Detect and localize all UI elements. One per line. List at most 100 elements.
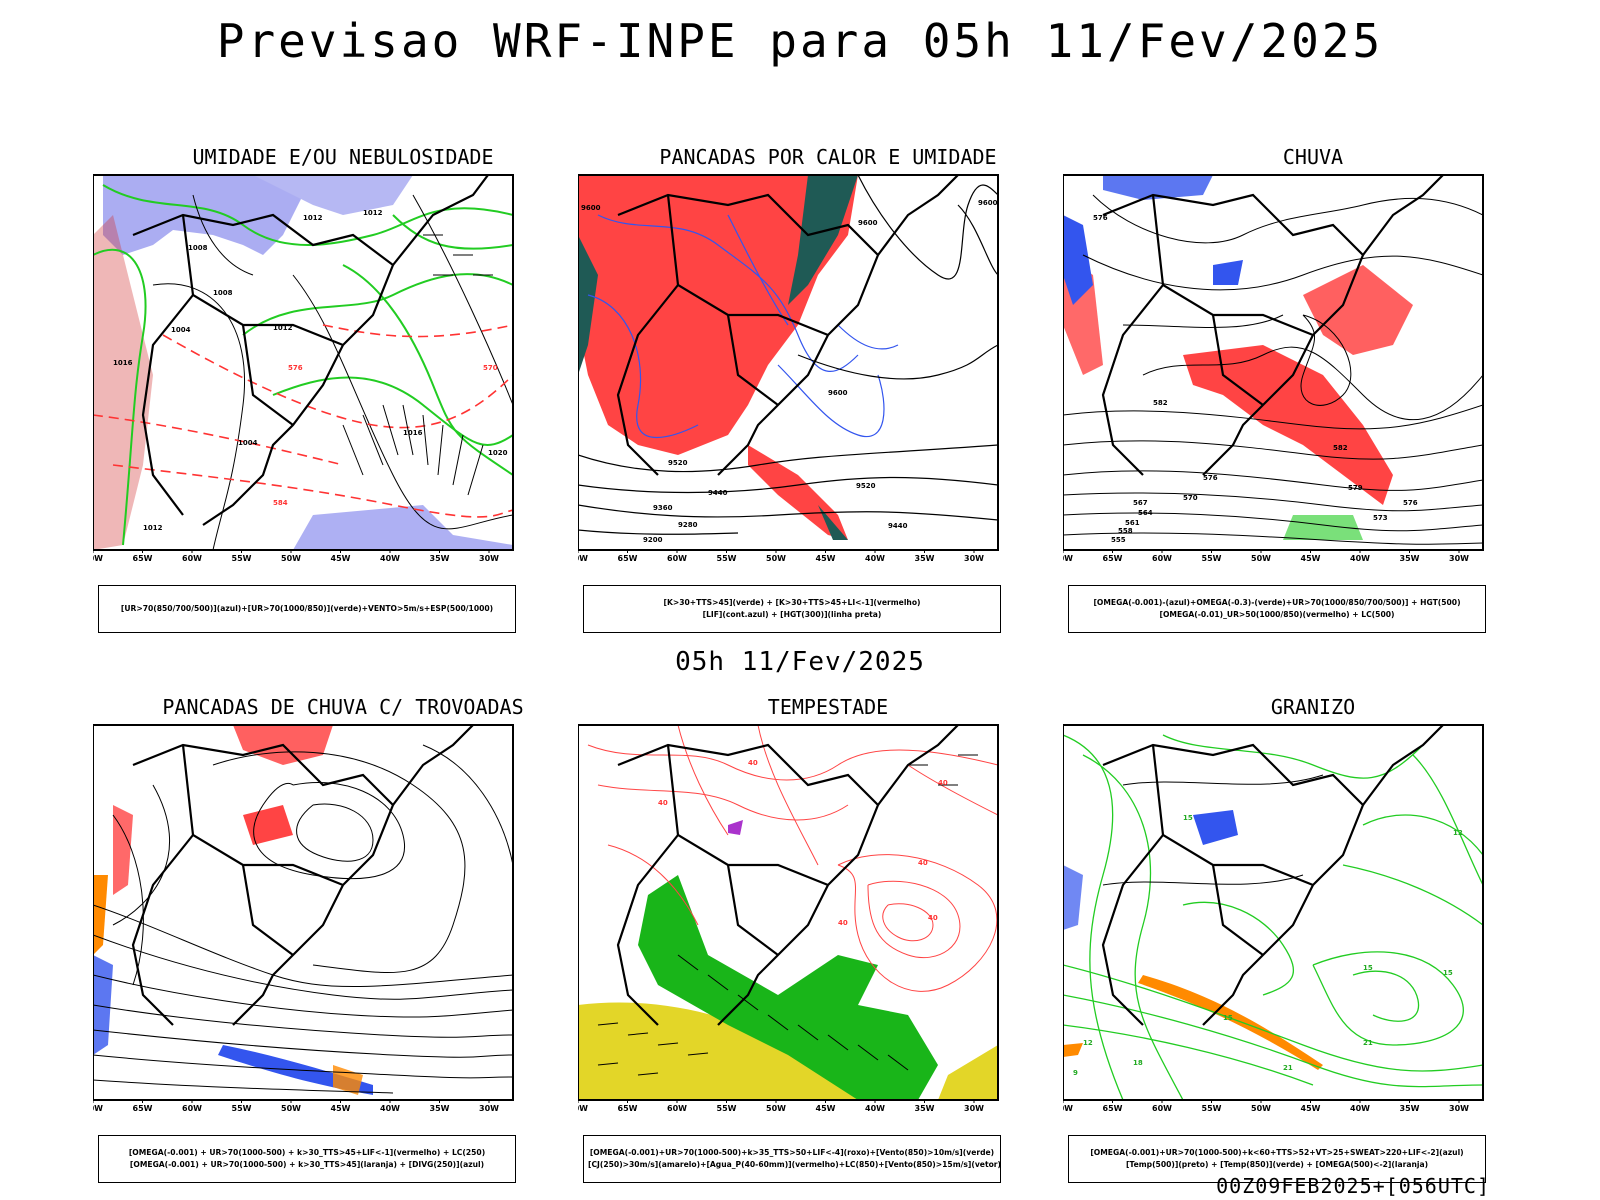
panel-title: PANCADAS POR CALOR E UMIDADE [659,145,997,169]
lon-axis: 70W 65W 60W 55W 50W 45W 40W 35W 30W [1053,550,1469,563]
lon-tick-label: 70W [578,1104,588,1113]
panel-umidade: UMIDADE E/OU NEBULOSIDADE [71,145,593,635]
contour-label: 15 [1443,969,1453,977]
contour-label: 576 [1403,499,1418,507]
lon-tick-label: 65W [1103,1104,1123,1113]
lon-tick-label: 45W [331,554,351,563]
lon-tick-label: 65W [133,554,153,563]
lon-tick-label: 45W [1301,554,1321,563]
map-svg: 15 15 18 15 21 21 12 9 15 12 12S15S18S21… [1041,724,1484,1113]
lon-tick-label: 30W [1449,1104,1469,1113]
legend-line: [OMEGA(-0.01)_UR>50(1000/850)(vermelho) … [1159,610,1395,619]
contour-label: 9200 [643,536,663,544]
legend-line: [OMEGA(-0.001) + UR>70(1000-500) + k>30_… [128,1148,486,1157]
contour-label: 582 [1333,444,1348,452]
contour-label: 9440 [888,522,908,530]
legend: [K>30+TTS>45](verde) + [K>30+TTS>45+LI<-… [583,585,1001,633]
contour-label: 1012 [273,324,293,332]
lon-tick-label: 55W [232,554,252,563]
map-svg: 1012 1012 1008 1008 1004 1004 1012 1012 … [71,174,514,563]
lon-tick-label: 45W [1301,1104,1321,1113]
map-trovoadas: 12S15S18S21S24S27S30S33S36S39S42S 70W65W… [71,721,593,1121]
contour-label: 576 [288,364,303,372]
lon-tick-label: 65W [1103,554,1123,563]
legend-line: [LIF](cont.azul) + [HGT(300)](linha pret… [702,610,882,619]
lon-tick-label: 35W [430,554,450,563]
contour-label: 40 [748,759,758,767]
lon-axis: 70W 65W 60W 55W 50W 45W 40W 35W 30W [83,1100,499,1113]
map-tempestade: 40 40 40 40 40 40 12S15S18S21S24S27S30S3… [556,721,1078,1121]
contour-label: 9600 [858,219,878,227]
panel-trovoadas: PANCADAS DE CHUVA C/ TROVOADAS [71,695,593,1185]
legend-line: [Temp(500)](preto) + [Temp(850)](verde) … [1125,1160,1429,1169]
lon-tick-label: 30W [479,554,499,563]
contour-label: 1016 [113,359,133,367]
contour-label: 555 [1111,536,1126,544]
lon-tick-label: 60W [1152,1104,1172,1113]
lon-tick-label: 50W [766,554,786,563]
contour-label: 18 [1133,1059,1143,1067]
contour-label: 9440 [708,489,728,497]
lon-tick-label: 65W [133,1104,153,1113]
map-umidade: 1012 1012 1008 1008 1004 1004 1012 1012 … [71,171,593,571]
lon-tick-label: 70W [578,554,588,563]
lon-tick-label: 70W [1063,1104,1073,1113]
map-svg: 576 582 582 576 570 567 564 561 558 555 … [1041,174,1484,563]
legend-line: [OMEGA(-0.001) + UR>70(1000-500) + k>30_… [129,1160,485,1169]
contour-label: 9520 [668,459,688,467]
panel-chuva: CHUVA [1041,145,1563,635]
contour-label: 576 [1203,474,1218,482]
contour-label: 579 [1348,484,1363,492]
contour-label: 570 [483,364,498,372]
lon-tick-label: 35W [1400,554,1420,563]
lon-tick-label: 65W [618,554,638,563]
contour-label: 567 [1133,499,1148,507]
contour-label: 40 [928,914,938,922]
legend: [UR>70(850/700/500)](azul)+[UR>70(1000/8… [98,585,516,633]
lon-tick-label: 65W [618,1104,638,1113]
panel-tempestade: TEMPESTADE [556,695,1078,1185]
contour-label: 1004 [238,439,258,447]
contour-label: 9600 [828,389,848,397]
map-svg: 40 40 40 40 40 40 12S15S18S21S24S27S30S3… [556,724,999,1113]
lon-tick-label: 45W [816,1104,836,1113]
lon-tick-label: 35W [915,554,935,563]
lon-tick-label: 55W [232,1104,252,1113]
map-chuva: 576 582 582 576 570 567 564 561 558 555 … [1041,171,1563,571]
contour-label: 40 [938,779,948,787]
lon-tick-label: 45W [331,1104,351,1113]
lon-tick-label: 70W [93,554,103,563]
lon-tick-label: 30W [964,1104,984,1113]
lon-axis: 70W 65W 60W 55W 50W 45W 40W 35W 30W [1053,1100,1469,1113]
legend-line: [OMEGA(-0.001)-(azul)+OMEGA(-0.3)-(verde… [1093,598,1461,607]
contour-label: 576 [1093,214,1108,222]
contour-label: 9360 [653,504,673,512]
contour-label: 12 [1083,1039,1093,1047]
contour-label: 9520 [856,482,876,490]
contour-label: 40 [658,799,668,807]
lon-tick-label: 40W [865,1104,885,1113]
lon-axis: 70W 65W 60W 55W 50W 45W 40W 35W 30W [568,550,984,563]
contour-label: 584 [273,499,288,507]
panel-title: CHUVA [1282,145,1344,169]
lon-tick-label: 50W [281,554,301,563]
legend: [OMEGA(-0.001)-(azul)+OMEGA(-0.3)-(verde… [1068,585,1486,633]
legend: [OMEGA(-0.001)+UR>70(1000-500)+k>35_TTS>… [583,1135,1001,1183]
contour-label: 12 [1453,829,1463,837]
contour-label: 558 [1118,527,1133,535]
legend: [OMEGA(-0.001)+UR>70(1000-500)+k<60+TTS>… [1068,1135,1486,1183]
lon-tick-label: 70W [1063,554,1073,563]
run-timestamp: 00Z09FEB2025+[056UTC] [1216,1174,1490,1198]
map-svg: 9600 9600 9600 9520 9520 9440 9440 9360 … [556,174,999,563]
lon-tick-label: 60W [667,1104,687,1113]
legend-line: [K>30+TTS>45](verde) + [K>30+TTS>45+LI<-… [663,598,921,607]
lon-tick-label: 60W [182,554,202,563]
lon-tick-label: 50W [1251,1104,1271,1113]
contour-label: 573 [1373,514,1388,522]
contour-label: 1008 [213,289,233,297]
legend-line: [UR>70(850/700/500)](azul)+[UR>70(1000/8… [120,604,494,613]
lon-axis: 70W 65W 60W 55W 50W 45W 40W 35W 30W [83,550,499,563]
lon-tick-label: 55W [717,1104,737,1113]
lon-tick-label: 55W [1202,1104,1222,1113]
map-pancadas-calor: 9600 9600 9600 9520 9520 9440 9440 9360 … [556,171,1078,571]
